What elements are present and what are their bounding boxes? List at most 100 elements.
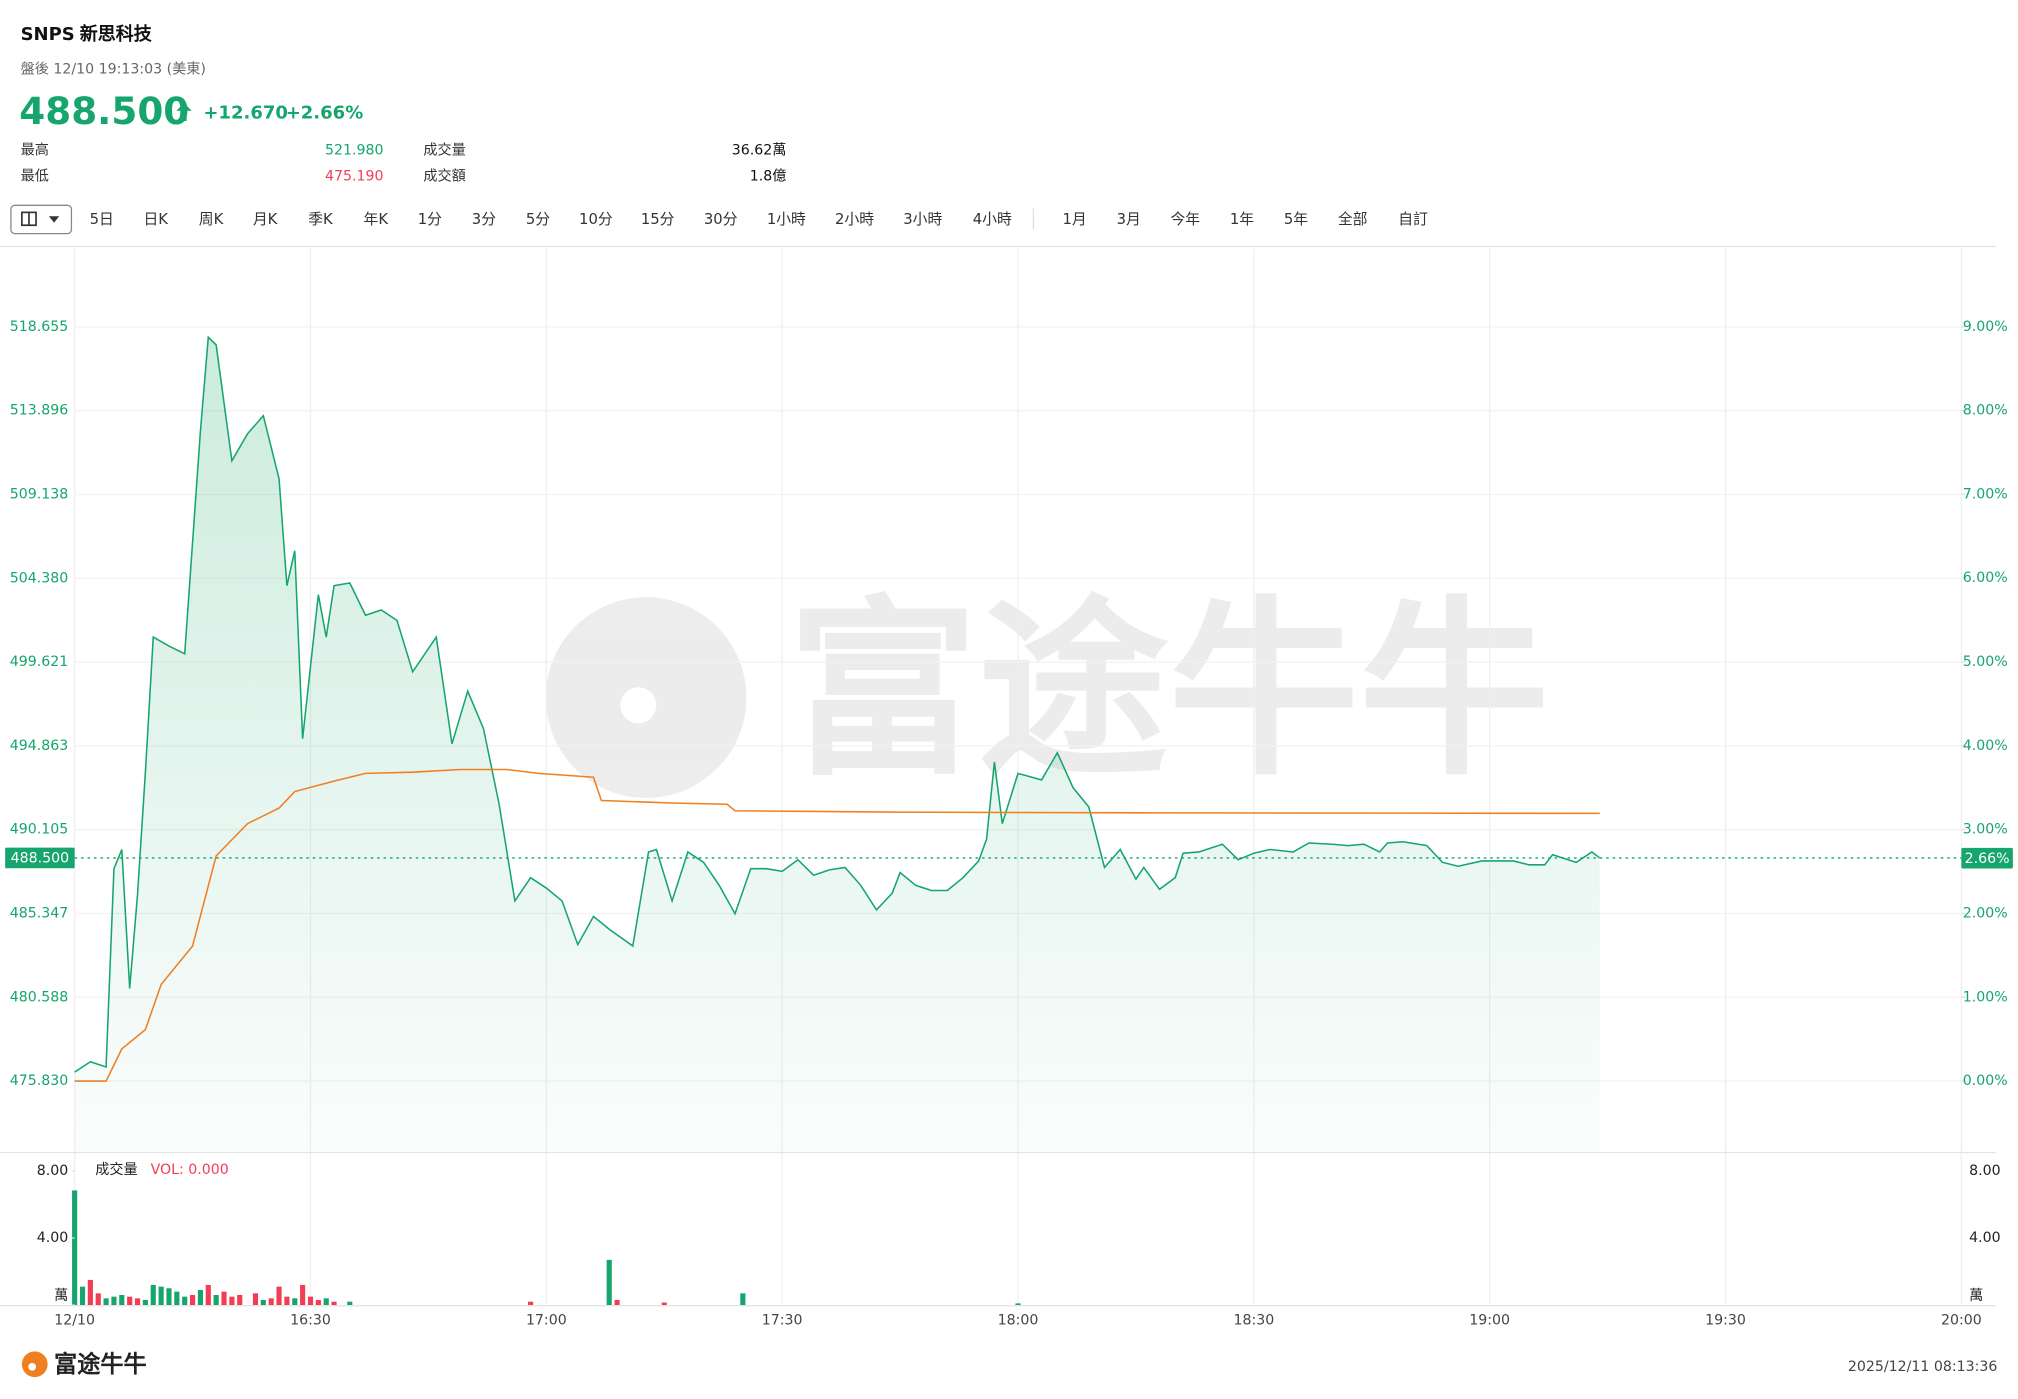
- y-tick-label: 513.896: [10, 403, 68, 419]
- y-tick-label: 480.588: [10, 989, 68, 1005]
- toolbar-button[interactable]: 5分: [526, 211, 550, 228]
- volume-bar: [150, 1284, 156, 1306]
- toolbar-button[interactable]: 2小時: [835, 211, 874, 228]
- last-change-label: 2.66%: [1965, 851, 2010, 867]
- volume-bar: [119, 1294, 125, 1306]
- volume-tick-label: 萬: [1969, 1288, 1983, 1304]
- volume-bar: [252, 1293, 259, 1306]
- brand-icon-dot: [28, 1362, 37, 1371]
- toolbar-button[interactable]: 今年: [1171, 211, 1201, 228]
- y-tick-label: 499.621: [10, 654, 68, 670]
- price-change: +12.670: [203, 102, 288, 123]
- volume-bar: [331, 1301, 337, 1306]
- volume-bar: [740, 1293, 746, 1306]
- toolbar-button[interactable]: 周K: [199, 211, 225, 228]
- y2-tick-label: 5.00%: [1963, 654, 2008, 670]
- toolbar-button[interactable]: 4小時: [973, 211, 1012, 228]
- volume-bar: [87, 1279, 93, 1306]
- price-area: [74, 337, 1600, 1152]
- toolbar-button[interactable]: 1分: [418, 211, 442, 228]
- volume-bar: [95, 1293, 101, 1306]
- x-tick-label: 17:00: [526, 1312, 567, 1328]
- volume-bar: [1015, 1303, 1021, 1306]
- price-change-pct: +2.66%: [286, 102, 364, 123]
- symbol: SNPS: [21, 24, 75, 45]
- volume-bar: [307, 1296, 314, 1306]
- price-line: [74, 335, 1601, 1073]
- layout-toggle-box[interactable]: [10, 204, 73, 235]
- volume-bar: [229, 1296, 235, 1306]
- timestamp: 2025/12/11 08:13:36: [1848, 1359, 1998, 1375]
- toolbar-button[interactable]: 10分: [579, 211, 613, 228]
- stat-value: 521.980: [325, 143, 383, 159]
- y2-tick-label: 8.00%: [1963, 403, 2008, 419]
- volume-bar: [221, 1291, 227, 1306]
- volume-bar: [606, 1259, 612, 1306]
- last-price-label: 488.500: [11, 851, 69, 867]
- volume-bar: [205, 1284, 211, 1306]
- y-tick-label: 504.380: [10, 570, 68, 586]
- volume-bar: [182, 1296, 188, 1306]
- volume-bar: [111, 1296, 117, 1306]
- volume-bar: [103, 1298, 109, 1306]
- watermark-logo-dot: [620, 687, 657, 724]
- layout-toggle[interactable]: [10, 204, 73, 235]
- toolbar-button[interactable]: 15分: [641, 211, 675, 228]
- toolbar-button[interactable]: 自訂: [1398, 211, 1428, 228]
- x-tick-label: 18:00: [998, 1312, 1039, 1328]
- watermark-logo: [545, 597, 747, 798]
- x-tick-label: 12/10: [54, 1312, 95, 1328]
- toolbar-button[interactable]: 5日: [90, 211, 114, 228]
- volume-tick-label: 8.00: [1969, 1163, 2001, 1179]
- toolbar-button[interactable]: 3小時: [903, 211, 942, 228]
- toolbar-button[interactable]: 3月: [1117, 211, 1141, 228]
- y2-tick-label: 3.00%: [1963, 822, 2008, 838]
- y2-tick-label: 9.00%: [1963, 319, 2008, 335]
- volume-tick-label: 4.00: [1969, 1230, 2001, 1246]
- y-tick-label: 475.830: [10, 1073, 68, 1089]
- session-info: 盤後 12/10 19:13:03 (美東): [21, 62, 206, 78]
- volume-bar: [158, 1286, 164, 1306]
- last-price-tag: [5, 847, 75, 869]
- y2-tick-label: 7.00%: [1963, 486, 2008, 502]
- up-arrow: [176, 102, 192, 121]
- toolbar-button[interactable]: 30分: [704, 211, 738, 228]
- volume-bar: [292, 1298, 298, 1306]
- last-change-tag: [1961, 847, 2013, 869]
- stock-name: 新思科技: [80, 23, 153, 45]
- volume-tick-label: 萬: [54, 1288, 68, 1304]
- toolbar-button[interactable]: 5年: [1284, 211, 1308, 228]
- toolbar-button[interactable]: 全部: [1338, 210, 1368, 228]
- volume-bar: [528, 1301, 534, 1306]
- volume-bar: [315, 1300, 321, 1306]
- toolbar-button[interactable]: 1小時: [767, 211, 806, 228]
- toolbar-button[interactable]: 1月: [1063, 211, 1087, 228]
- volume-tick-label: 8.00: [37, 1163, 69, 1179]
- y-tick-label: 509.138: [10, 486, 68, 502]
- y2-tick-label: 0.00%: [1963, 1073, 2008, 1089]
- toolbar-button[interactable]: 年K: [364, 211, 390, 228]
- volume-bar: [134, 1298, 141, 1306]
- volume-bar: [127, 1296, 133, 1306]
- volume-title: 成交量: [95, 1161, 137, 1178]
- volume-bar: [197, 1289, 204, 1306]
- stat-label: 成交額: [423, 167, 465, 184]
- y2-tick-label: 2.00%: [1963, 905, 2008, 921]
- toolbar-button[interactable]: 季K: [308, 211, 334, 228]
- y2-tick-label: 1.00%: [1963, 989, 2008, 1005]
- average-line: [74, 768, 1600, 1082]
- toolbar: 5日 日K 周K 月K 季K 年K 1分 3分 5分 10分 15分 30分 1小時 2小時 3小時 4小時 1…: [90, 210, 1429, 228]
- toolbar-button[interactable]: 3分: [472, 211, 496, 228]
- price: 488.500: [19, 89, 189, 133]
- toolbar-button[interactable]: 月K: [253, 211, 279, 228]
- stat-value: 36.62萬: [732, 143, 787, 159]
- toolbar-button[interactable]: 日K: [143, 211, 169, 228]
- x-tick-label: 16:30: [290, 1312, 331, 1328]
- volume-bar: [174, 1291, 180, 1306]
- volume-bar: [300, 1284, 306, 1306]
- dropdown-arrow[interactable]: [48, 216, 60, 223]
- toolbar-button[interactable]: 1年: [1230, 211, 1254, 228]
- volume-bar: [142, 1300, 148, 1306]
